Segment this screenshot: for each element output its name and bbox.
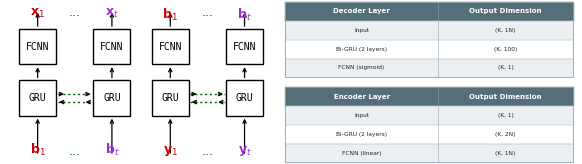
- Text: Bi-GRU (2 layers): Bi-GRU (2 layers): [336, 47, 387, 52]
- Bar: [226, 80, 263, 116]
- Text: (K, 1N): (K, 1N): [495, 151, 516, 155]
- Bar: [285, 59, 573, 77]
- Text: $\mathbf{x}_1$: $\mathbf{x}_1$: [30, 6, 45, 20]
- Bar: [93, 80, 130, 116]
- Text: (K, 1): (K, 1): [498, 65, 513, 70]
- Text: Input: Input: [354, 28, 369, 33]
- Text: FCNN: FCNN: [26, 42, 49, 52]
- Text: Input: Input: [354, 113, 369, 118]
- Text: $\mathbf{b}_t$: $\mathbf{b}_t$: [237, 6, 252, 23]
- Text: GRU: GRU: [103, 93, 120, 103]
- Bar: [285, 144, 573, 162]
- Bar: [152, 80, 189, 116]
- Bar: [285, 40, 573, 59]
- Text: (K, 1N): (K, 1N): [495, 28, 516, 33]
- Text: FCNN: FCNN: [233, 42, 256, 52]
- Bar: [93, 29, 130, 64]
- Text: $\mathbf{b}_1$: $\mathbf{b}_1$: [30, 141, 45, 158]
- Text: $\mathbf{b}_1$: $\mathbf{b}_1$: [162, 6, 178, 23]
- Text: ...: ...: [69, 144, 81, 158]
- Bar: [285, 125, 573, 144]
- Text: $\mathbf{x}_t$: $\mathbf{x}_t$: [105, 6, 119, 20]
- Bar: [226, 29, 263, 64]
- Text: FCNN: FCNN: [158, 42, 182, 52]
- Text: (K, 1): (K, 1): [498, 113, 513, 118]
- Bar: [285, 87, 573, 162]
- Text: $\mathbf{y}_t$: $\mathbf{y}_t$: [237, 144, 251, 158]
- Text: Bi-GRU (2 layers): Bi-GRU (2 layers): [336, 132, 387, 137]
- Bar: [285, 87, 573, 106]
- Text: GRU: GRU: [236, 93, 253, 103]
- Text: GRU: GRU: [29, 93, 47, 103]
- Bar: [285, 2, 573, 21]
- Text: (K, 2N): (K, 2N): [495, 132, 516, 137]
- Text: Output Dimension: Output Dimension: [470, 94, 542, 100]
- Text: GRU: GRU: [161, 93, 179, 103]
- Bar: [285, 21, 573, 40]
- Text: FCNN: FCNN: [100, 42, 123, 52]
- Text: Output Dimension: Output Dimension: [470, 9, 542, 14]
- Text: FCNN (sigmoid): FCNN (sigmoid): [339, 65, 385, 70]
- Text: Decoder Layer: Decoder Layer: [333, 9, 390, 14]
- Text: ...: ...: [201, 6, 214, 20]
- Bar: [19, 29, 56, 64]
- Text: ...: ...: [69, 6, 81, 20]
- Text: Encoder Layer: Encoder Layer: [333, 94, 390, 100]
- Bar: [285, 2, 573, 77]
- Text: (K, 100): (K, 100): [494, 47, 517, 52]
- Bar: [152, 29, 189, 64]
- Bar: [19, 80, 56, 116]
- Text: ...: ...: [201, 144, 214, 158]
- Text: $\mathbf{b}_t$: $\mathbf{b}_t$: [105, 141, 119, 158]
- Text: FCNN (linear): FCNN (linear): [342, 151, 381, 155]
- Bar: [285, 106, 573, 125]
- Text: $\mathbf{y}_1$: $\mathbf{y}_1$: [163, 144, 178, 158]
